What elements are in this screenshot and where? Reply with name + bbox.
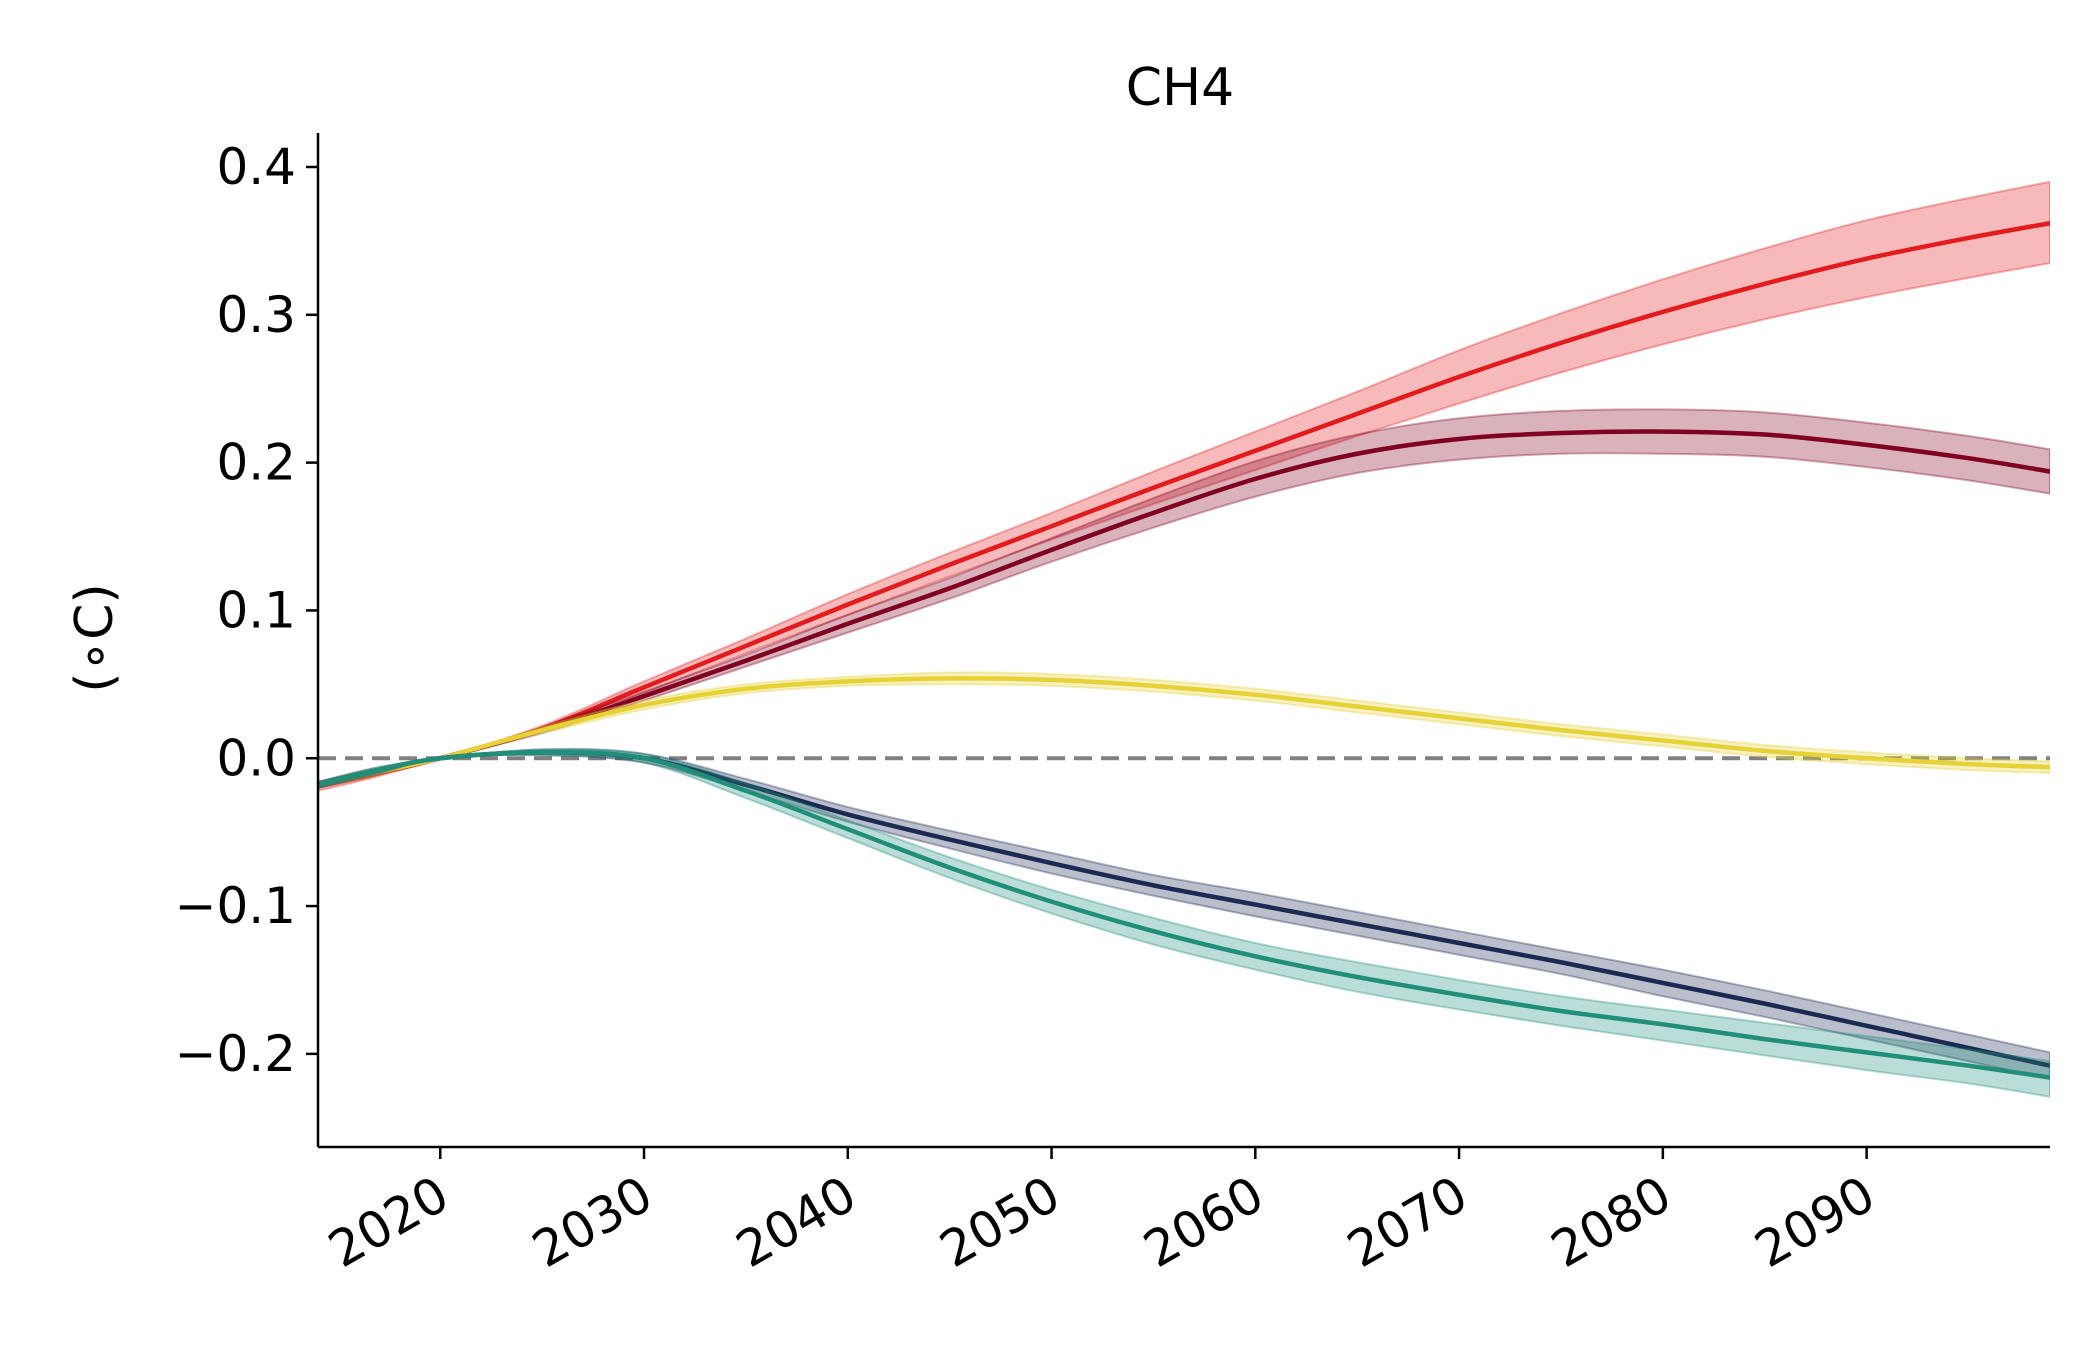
x-tick-label: 2070 <box>1338 1165 1477 1279</box>
x-tick-label: 2080 <box>1542 1165 1681 1279</box>
x-tick-label: 2030 <box>523 1165 662 1279</box>
y-tick-label: 0.4 <box>216 138 296 196</box>
chart-title: CH4 <box>1126 58 1235 118</box>
series-0-line <box>318 220 2050 789</box>
series-0-band <box>318 180 2050 792</box>
series-layer <box>318 180 2050 1098</box>
series-4-band <box>318 747 2050 1098</box>
series-2 <box>318 671 2050 789</box>
x-tick-label: 2060 <box>1134 1165 1273 1279</box>
y-axis-label: (∘C) <box>65 583 125 692</box>
y-tick-label: 0.0 <box>216 729 296 787</box>
series-2-band <box>318 671 2050 789</box>
y-tick-label: −0.1 <box>175 877 296 935</box>
x-tick-label: 2020 <box>319 1165 458 1279</box>
x-tick-label: 2050 <box>930 1165 1069 1279</box>
y-tick-label: 0.1 <box>216 581 296 639</box>
x-tick-label: 2040 <box>727 1165 866 1279</box>
series-0 <box>318 180 2050 792</box>
series-3-band <box>318 748 2050 1081</box>
x-tick-label: 2090 <box>1745 1165 1884 1279</box>
y-tick-label: 0.2 <box>216 434 296 492</box>
series-4 <box>318 747 2050 1098</box>
y-tick-label: 0.3 <box>216 286 296 344</box>
y-tick-label: −0.2 <box>175 1025 296 1083</box>
series-4-line <box>318 750 2050 1080</box>
series-2-line <box>318 676 2050 788</box>
